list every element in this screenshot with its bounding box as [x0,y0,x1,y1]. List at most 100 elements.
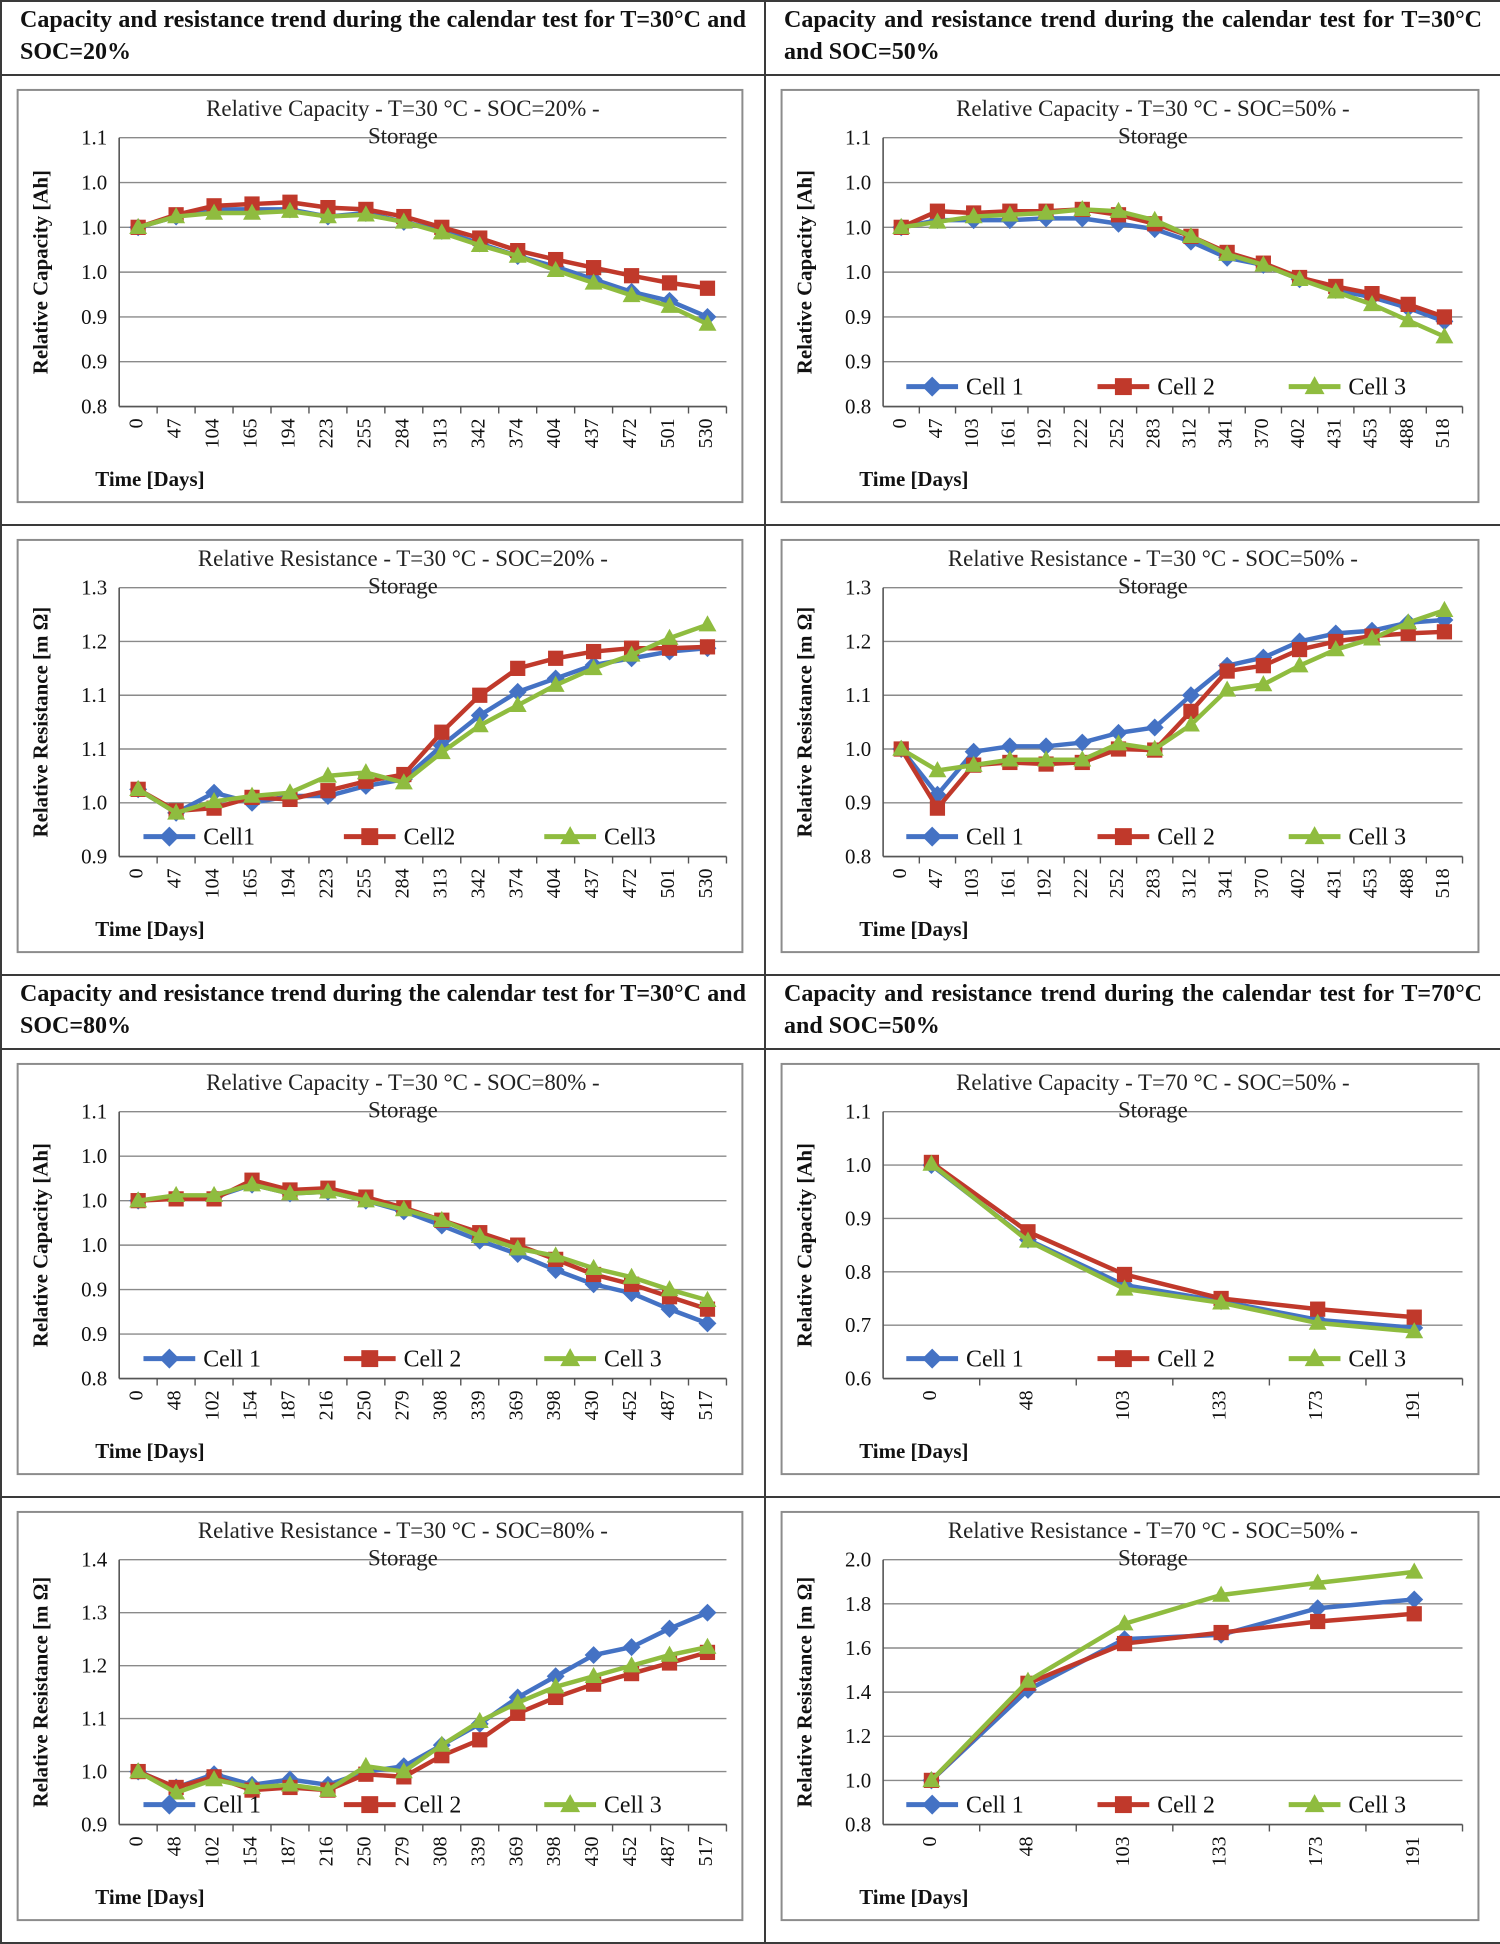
chart-svg: 0.8 0.9 0.9 1.0 1.0 1.0 1.1 0 47 103 161 192 222 252 2… [780,88,1480,504]
legend-square-marker [1114,1796,1132,1814]
x-tick-label: 308 [429,1836,451,1866]
y-tick-label: 0.8 [81,1366,107,1390]
section-header: Capacity and resistance trend during the… [784,7,1482,65]
x-tick-label: 518 [1432,868,1454,898]
triangle-marker [698,1637,717,1654]
y-tick-label: 0.8 [845,1260,871,1284]
legend-label: Cell 2 [1157,1793,1215,1819]
square-marker [929,203,946,219]
triangle-marker [470,716,489,733]
triangle-marker [1000,750,1019,767]
x-tick-label: 488 [1396,868,1418,898]
legend-item: Cell 3 [1288,1347,1406,1373]
legend-item: Cell 2 [343,1793,461,1819]
triangle-marker [622,645,641,662]
x-tick-label: 223 [315,868,337,898]
triangle-marker [356,1191,375,1208]
y-axis-label: Relative Capacity [Ah] [28,170,52,374]
triangle-marker [318,766,337,783]
triangle-marker [470,1711,489,1728]
triangle-marker [129,1191,148,1208]
x-tick-label: 313 [429,418,451,448]
y-tick-label: 0.8 [845,1812,871,1836]
y-tick-label: 1.2 [81,629,107,653]
legend-triangle-marker [560,1794,581,1813]
square-marker [929,800,946,816]
x-axis-label: Time [Days] [95,467,204,491]
triangle-marker [1000,205,1019,222]
y-tick-label: 1.0 [845,260,871,284]
chart-cell: 0.9 1.0 1.1 1.2 1.3 1.4 0 48 102 154 187 216 250 279 3… [0,1496,766,1944]
y-tick-label: 1.1 [81,1100,107,1124]
triangle-marker [394,1762,413,1779]
series-line [137,644,708,814]
legend-item: Cell 3 [544,1793,662,1819]
triangle-marker [622,1267,641,1284]
x-tick-label: 165 [240,868,262,898]
triangle-marker [205,1770,224,1787]
legend-label: Cell1 [203,825,255,851]
triangle-marker [698,615,717,632]
x-tick-label: 487 [657,1390,679,1420]
series-line [900,207,1446,339]
chart-capacity-30c-soc80: 0.8 0.9 0.9 1.0 1.0 1.0 1.1 0 48 102 154 187 216 250 2… [2,1050,764,1496]
triangle-marker [281,1184,299,1201]
x-tick-label: 48 [164,1836,186,1856]
triangle-marker [660,1645,679,1662]
triangle-marker [1073,750,1092,767]
x-tick-label: 104 [202,418,224,448]
x-tick-label: 437 [581,868,603,898]
triangle-marker [1363,629,1381,646]
chart-svg: 0.8 0.9 0.9 1.0 1.0 1.0 1.1 0 48 102 154 187 216 250 2… [16,1062,744,1476]
triangle-marker [1073,199,1092,217]
legend-label: Cell 3 [604,1793,662,1819]
series-3 [129,1175,717,1307]
triangle-marker [318,1780,337,1797]
x-tick-label: 530 [695,418,717,448]
triangle-marker [281,201,299,218]
triangle-marker [546,260,565,278]
chart-title-line2: Storage [1118,1546,1188,1571]
triangle-marker [1037,750,1056,767]
triangle-marker [1290,656,1309,673]
y-axis-label: Relative Capacity [Ah] [29,1143,53,1347]
diamond-marker [698,1314,717,1333]
triangle-marker [928,761,947,778]
triangle-marker [1290,269,1309,287]
chart-resistance-30c-soc20: 0.9 1.0 1.1 1.1 1.2 1.3 0 47 104 165 194 223 255 284 3… [2,526,764,974]
square-marker [510,1705,526,1721]
triangle-marker [508,1239,527,1256]
x-tick-label: 48 [1016,1836,1038,1856]
triangle-marker [1109,201,1128,218]
triangle-marker [1399,613,1418,630]
triangle-marker [928,212,947,229]
x-tick-label: 279 [391,1390,413,1420]
y-tick-label: 0.9 [81,844,107,868]
x-tick-label: 279 [391,1836,413,1866]
chart-cell: 0.8 0.9 0.9 1.0 1.0 1.0 1.1 0 47 103 161 192 222 252 2… [764,74,1500,526]
triangle-marker [584,658,603,676]
legend-triangle-marker [1304,376,1325,395]
x-tick-label: 165 [240,418,262,448]
x-tick-label: 194 [278,868,300,898]
x-tick-label: 501 [657,868,679,898]
chart-svg: 0.6 0.7 0.8 0.9 1.0 1.1 0 48 103 133 173 191 Relativ… [780,1062,1480,1476]
y-axis-label: Relative Resistance [m Ω] [792,607,816,838]
triangle-marker [660,296,679,313]
square-marker [434,1748,450,1764]
y-tick-label: 1.6 [845,1636,871,1660]
triangle-marker [922,1770,941,1788]
square-marker [1364,286,1380,302]
diamond-marker [698,1603,717,1622]
x-tick-label: 161 [997,868,1019,898]
chart-cell: 0.9 1.0 1.1 1.1 1.2 1.3 0 47 104 165 194 223 255 284 3… [0,524,766,976]
x-tick-label: 0 [126,1390,148,1400]
chart-svg: 0.8 1.0 1.2 1.4 1.6 1.8 2.0 0 48 103 133 173 191 Rela… [780,1510,1480,1922]
y-tick-label: 0.9 [81,1278,107,1302]
square-marker [472,1732,488,1748]
x-tick-label: 453 [1360,418,1382,448]
triangle-marker [356,1756,375,1773]
x-tick-label: 102 [202,1836,224,1866]
chart-title: Relative Resistance - T=30 °C - SOC=80% … [198,1518,608,1543]
x-tick-label: 103 [1112,1836,1134,1866]
